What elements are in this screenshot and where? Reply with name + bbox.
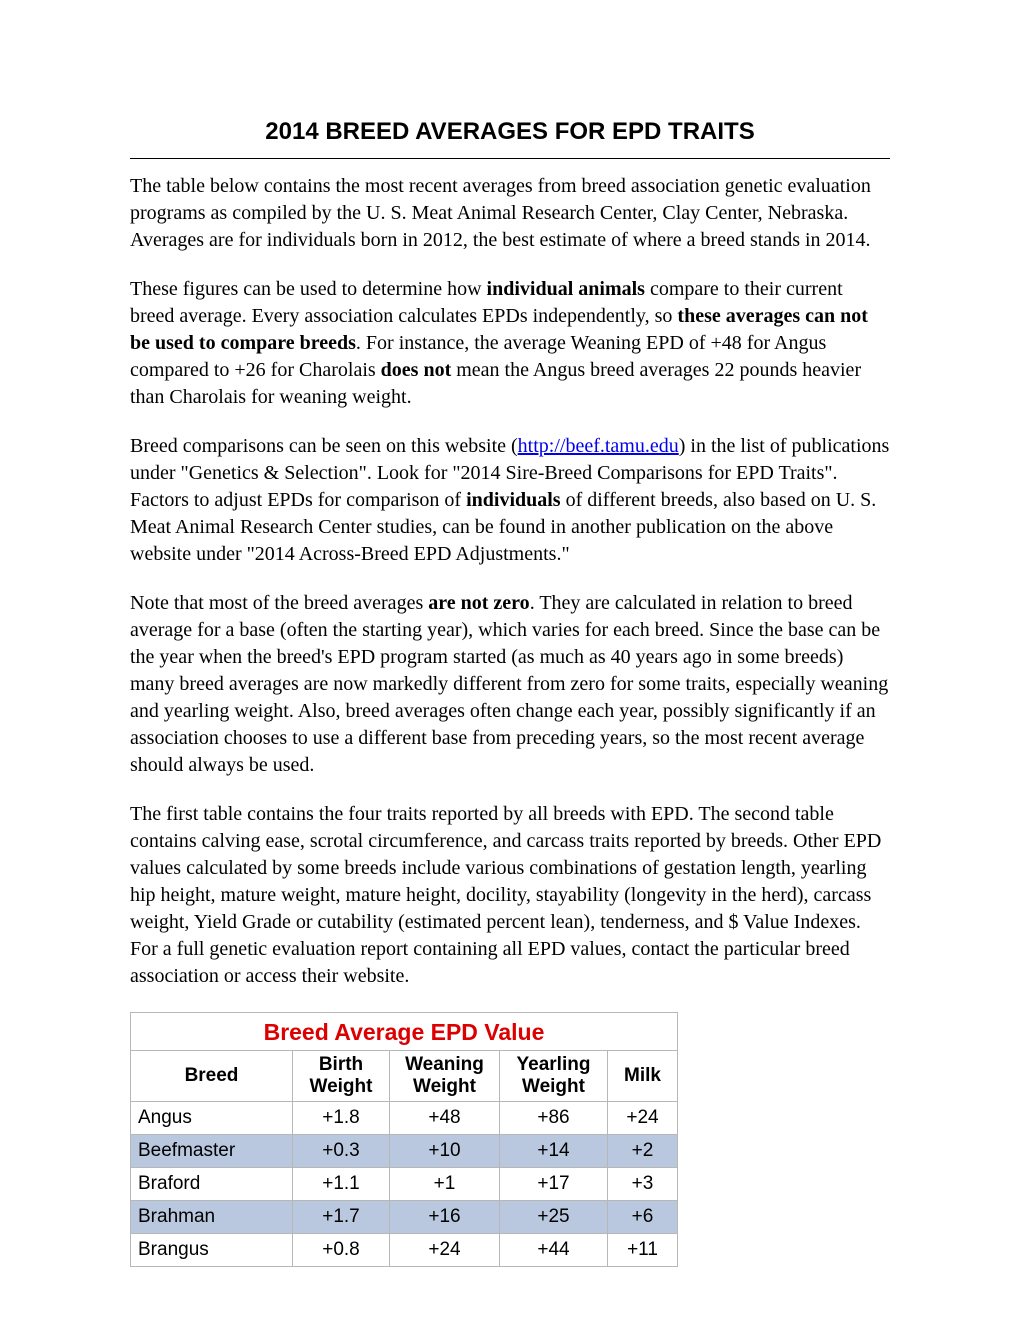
col-milk: Milk bbox=[608, 1051, 678, 1102]
col-birth-l1: Birth bbox=[319, 1054, 363, 1075]
paragraph-comparisons: Breed comparisons can be seen on this we… bbox=[130, 433, 890, 568]
text: . They are calculated in relation to bre… bbox=[130, 592, 888, 776]
col-year-l2: Weight bbox=[522, 1076, 585, 1097]
col-wean-l2: Weight bbox=[413, 1076, 476, 1097]
cell-milk: +2 bbox=[608, 1135, 678, 1168]
cell-wean: +1 bbox=[390, 1168, 500, 1201]
cell-year: +14 bbox=[500, 1135, 608, 1168]
cell-breed: Beefmaster bbox=[131, 1135, 293, 1168]
cell-birth: +1.8 bbox=[293, 1102, 390, 1135]
text: Breed comparisons can be seen on this we… bbox=[130, 435, 518, 457]
paragraph-notzero: Note that most of the breed averages are… bbox=[130, 590, 890, 779]
cell-milk: +24 bbox=[608, 1102, 678, 1135]
cell-birth: +0.8 bbox=[293, 1234, 390, 1267]
paragraph-tables-desc: The first table contains the four traits… bbox=[130, 801, 890, 990]
cell-milk: +11 bbox=[608, 1234, 678, 1267]
table-row: Brangus +0.8 +24 +44 +11 bbox=[131, 1234, 678, 1267]
cell-year: +86 bbox=[500, 1102, 608, 1135]
col-birth-l2: Weight bbox=[310, 1076, 373, 1097]
cell-breed: Brahman bbox=[131, 1201, 293, 1234]
cell-birth: +1.1 bbox=[293, 1168, 390, 1201]
table-title: Breed Average EPD Value bbox=[131, 1013, 678, 1051]
cell-wean: +16 bbox=[390, 1201, 500, 1234]
paragraph-usage: These figures can be used to determine h… bbox=[130, 276, 890, 411]
table-row: Brahman +1.7 +16 +25 +6 bbox=[131, 1201, 678, 1234]
col-birth-weight: Birth Weight bbox=[293, 1051, 390, 1102]
table-row: Angus +1.8 +48 +86 +24 bbox=[131, 1102, 678, 1135]
text: Note that most of the breed averages bbox=[130, 592, 428, 614]
col-weaning-weight: Weaning Weight bbox=[390, 1051, 500, 1102]
page-title: 2014 BREED AVERAGES FOR EPD TRAITS bbox=[130, 116, 890, 148]
table-title-row: Breed Average EPD Value bbox=[131, 1013, 678, 1051]
divider bbox=[130, 158, 890, 159]
cell-birth: +0.3 bbox=[293, 1135, 390, 1168]
col-wean-l1: Weaning bbox=[405, 1054, 484, 1075]
col-year-l1: Yearling bbox=[517, 1054, 591, 1075]
bold-individual-animals: individual animals bbox=[487, 278, 645, 300]
cell-milk: +3 bbox=[608, 1168, 678, 1201]
cell-breed: Brangus bbox=[131, 1234, 293, 1267]
cell-year: +44 bbox=[500, 1234, 608, 1267]
cell-breed: Braford bbox=[131, 1168, 293, 1201]
paragraph-intro: The table below contains the most recent… bbox=[130, 173, 890, 254]
col-breed: Breed bbox=[131, 1051, 293, 1102]
cell-birth: +1.7 bbox=[293, 1201, 390, 1234]
cell-year: +25 bbox=[500, 1201, 608, 1234]
cell-wean: +10 bbox=[390, 1135, 500, 1168]
cell-wean: +48 bbox=[390, 1102, 500, 1135]
cell-wean: +24 bbox=[390, 1234, 500, 1267]
cell-milk: +6 bbox=[608, 1201, 678, 1234]
table-row: Beefmaster +0.3 +10 +14 +2 bbox=[131, 1135, 678, 1168]
bold-not-zero: are not zero bbox=[428, 592, 529, 614]
text: These figures can be used to determine h… bbox=[130, 278, 487, 300]
website-link[interactable]: http://beef.tamu.edu bbox=[518, 435, 679, 457]
table-header-row: Breed Birth Weight Weaning Weight Yearli… bbox=[131, 1051, 678, 1102]
cell-year: +17 bbox=[500, 1168, 608, 1201]
cell-breed: Angus bbox=[131, 1102, 293, 1135]
epd-table: Breed Average EPD Value Breed Birth Weig… bbox=[130, 1012, 678, 1267]
bold-does-not: does not bbox=[381, 359, 452, 381]
bold-individuals: individuals bbox=[466, 489, 561, 511]
table-row: Braford +1.1 +1 +17 +3 bbox=[131, 1168, 678, 1201]
document-page: 2014 BREED AVERAGES FOR EPD TRAITS The t… bbox=[0, 0, 1020, 1320]
col-yearling-weight: Yearling Weight bbox=[500, 1051, 608, 1102]
